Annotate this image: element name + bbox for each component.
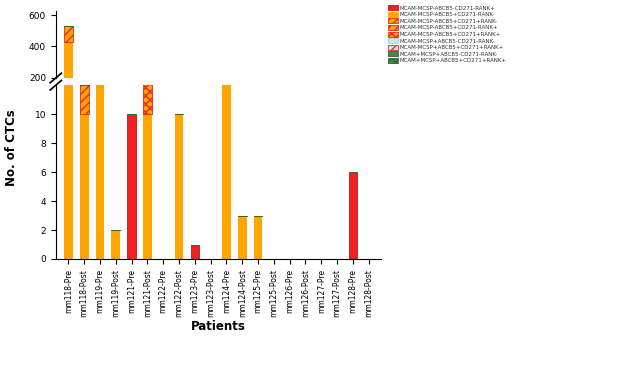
Bar xyxy=(143,108,152,110)
Bar xyxy=(254,216,262,259)
Bar xyxy=(95,86,104,110)
Bar xyxy=(95,0,104,259)
Bar xyxy=(254,109,262,110)
Bar xyxy=(64,42,73,110)
Bar xyxy=(348,172,357,259)
Bar xyxy=(175,114,184,259)
Bar xyxy=(64,0,73,259)
Bar xyxy=(238,216,247,259)
Bar xyxy=(143,114,152,259)
Bar xyxy=(64,26,73,42)
Bar xyxy=(143,71,152,114)
Bar xyxy=(222,0,231,259)
Bar xyxy=(222,95,231,110)
Bar xyxy=(127,114,136,259)
Bar xyxy=(127,108,136,110)
Bar xyxy=(175,108,184,110)
Bar xyxy=(95,84,104,86)
Bar xyxy=(80,108,89,110)
X-axis label: Patients: Patients xyxy=(191,320,246,333)
Bar xyxy=(80,114,89,259)
Bar xyxy=(222,94,231,95)
Text: No. of CTCs: No. of CTCs xyxy=(5,110,17,186)
Bar xyxy=(190,245,199,259)
Bar xyxy=(238,109,247,110)
Bar xyxy=(143,107,152,108)
Legend: MCAM-MCSP-ABCB5-CD271-RANK+, MCAM-MCSP-ABCB5+CD271-RANK-, MCAM-MCSP-ABCB5+CD271+: MCAM-MCSP-ABCB5-CD271-RANK+, MCAM-MCSP-A… xyxy=(387,5,508,64)
Bar xyxy=(348,108,357,110)
Bar xyxy=(112,230,120,259)
Bar xyxy=(80,85,89,114)
